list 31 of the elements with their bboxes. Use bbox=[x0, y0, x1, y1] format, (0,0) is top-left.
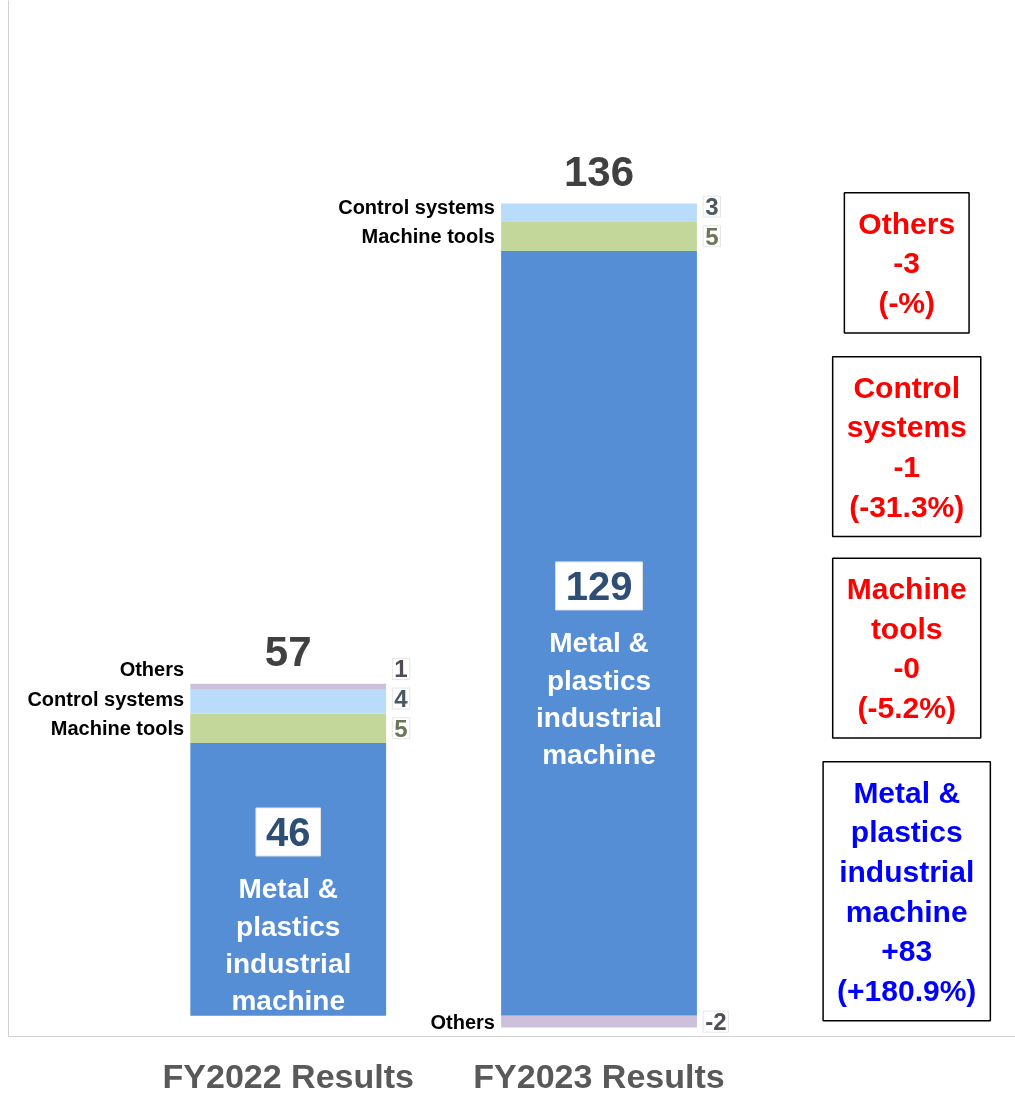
bar bbox=[501, 250, 697, 1016]
bar bbox=[501, 1015, 697, 1028]
text: Machine tools bbox=[50, 717, 185, 740]
bar bbox=[190, 689, 387, 714]
bar bbox=[501, 203, 697, 222]
text: Control systems -1 (-31.3%) bbox=[846, 370, 967, 523]
series-label: Control systems bbox=[338, 195, 495, 218]
bar bbox=[190, 713, 387, 744]
text: Others bbox=[119, 657, 185, 680]
total-label: 57 bbox=[264, 627, 312, 675]
data-label: 1 bbox=[394, 655, 408, 683]
x-tick-label: FY2022 Results bbox=[162, 1056, 414, 1095]
text: Others -3 (-%) bbox=[858, 206, 956, 319]
total-label: 136 bbox=[563, 147, 635, 195]
text: Metal & plastics industrial machine bbox=[536, 627, 663, 771]
text: Control systems bbox=[27, 687, 185, 710]
bar bbox=[501, 221, 697, 251]
text: Machine tools -0 (-5.2%) bbox=[846, 572, 967, 725]
data-label: 3 bbox=[705, 193, 719, 221]
series-label: Machine tools bbox=[361, 225, 495, 248]
data-label: 46 bbox=[265, 809, 311, 854]
x-tick-label: FY2023 Results bbox=[473, 1056, 725, 1095]
text: Metal & plastics industrial machine +83 (+180.9%) bbox=[837, 775, 977, 1007]
series-label: Others bbox=[430, 1010, 495, 1033]
data-label: -2 bbox=[705, 1008, 727, 1036]
bar bbox=[190, 683, 387, 690]
data-label: 5 bbox=[705, 222, 719, 250]
data-label: 129 bbox=[565, 563, 633, 608]
series-label: Metal & plastics industrial machine bbox=[225, 873, 352, 1017]
data-label: 5 bbox=[394, 714, 408, 742]
data-label: 4 bbox=[394, 685, 409, 713]
